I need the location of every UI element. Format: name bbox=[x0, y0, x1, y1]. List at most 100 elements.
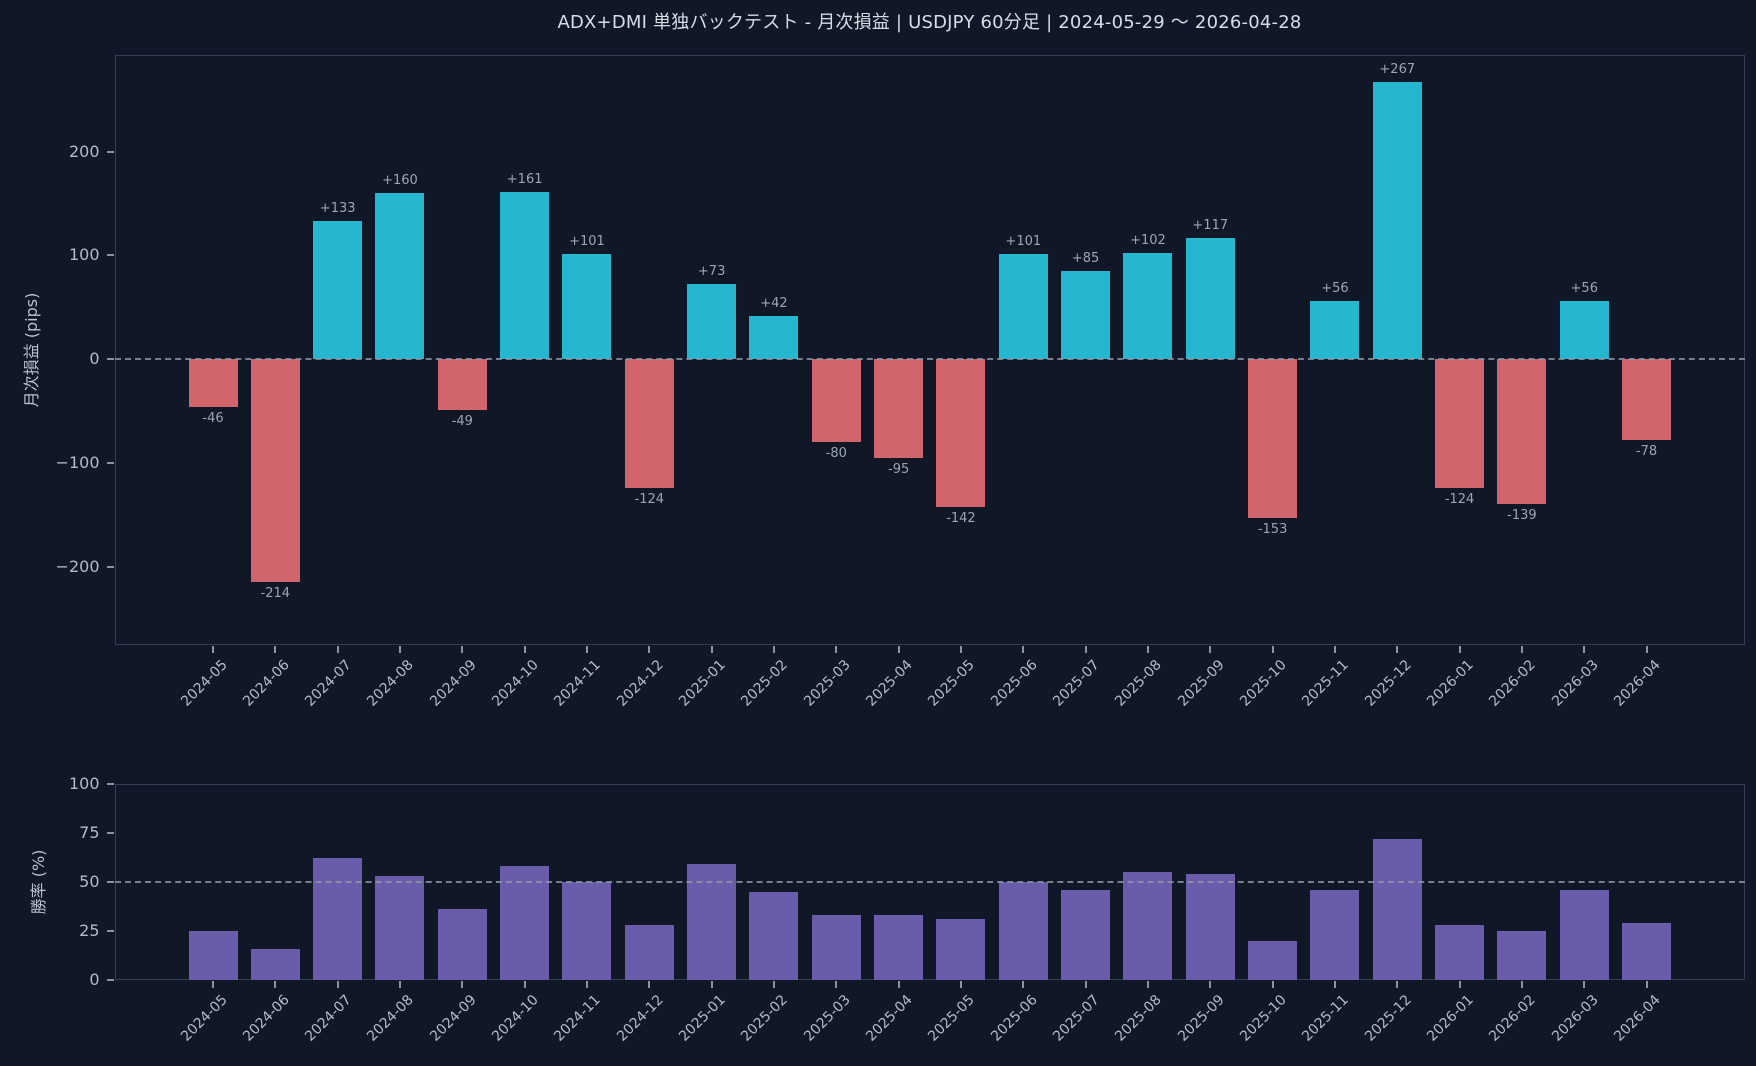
monthly-pl-bar-2025-02 bbox=[749, 315, 799, 360]
monthly-pl-bar-label-2025-12: +267 bbox=[1379, 62, 1416, 77]
winrate-x-tick bbox=[523, 981, 526, 988]
winrate-x-tick bbox=[398, 981, 401, 988]
monthly-pl-bar-label-2025-09: +117 bbox=[1192, 217, 1229, 233]
winrate-x-tick-label-text: 2025-05 bbox=[925, 992, 979, 1045]
winrate-bar-2025-12 bbox=[1372, 838, 1422, 980]
monthly-pl-bar-2025-12 bbox=[1372, 82, 1422, 360]
monthly-pl-x-tick bbox=[897, 646, 900, 653]
monthly-pl-x-tick-label-text: 2025-09 bbox=[1174, 657, 1228, 710]
winrate-x-tick-label-text: 2025-03 bbox=[800, 992, 854, 1045]
winrate-bar-2025-11 bbox=[1310, 889, 1360, 980]
winrate-x-tick-label-text: 2025-07 bbox=[1050, 992, 1103, 1045]
monthly-pl-y-tick bbox=[106, 254, 114, 257]
winrate-bar-2024-08 bbox=[375, 876, 425, 980]
winrate-x-tick bbox=[274, 981, 277, 988]
winrate-x-tick-label-text: 2025-09 bbox=[1174, 992, 1228, 1045]
monthly-pl-bar-2025-10 bbox=[1248, 359, 1298, 519]
winrate-bar-2025-04 bbox=[874, 915, 924, 980]
winrate-x-tick bbox=[959, 981, 962, 988]
monthly-pl-x-tick-label-text: 2025-08 bbox=[1112, 657, 1166, 710]
winrate-bar-2026-03 bbox=[1559, 889, 1609, 980]
winrate-x-tick-label-text: 2024-11 bbox=[551, 992, 605, 1045]
monthly-pl-bar-2026-04 bbox=[1622, 359, 1672, 441]
monthly-pl-x-tick-label-text: 2026-02 bbox=[1486, 657, 1540, 710]
winrate-y-tick bbox=[106, 979, 114, 981]
monthly-pl-bar-2025-07 bbox=[1061, 271, 1111, 360]
monthly-pl-bar-2025-04 bbox=[874, 359, 924, 459]
winrate-y-tick bbox=[106, 930, 114, 932]
winrate-bar-2024-09 bbox=[437, 909, 487, 980]
winrate-bar-2024-07 bbox=[313, 858, 363, 980]
winrate-x-tick bbox=[772, 981, 775, 988]
winrate-x-tick bbox=[336, 981, 339, 988]
winrate-bar-2024-12 bbox=[624, 925, 674, 980]
winrate-x-tick bbox=[212, 981, 214, 988]
monthly-pl-bar-label-2025-07: +85 bbox=[1071, 251, 1100, 267]
winrate-x-tick bbox=[710, 981, 713, 988]
monthly-pl-y-tick-label: 200 bbox=[68, 141, 100, 161]
monthly-pl-bar-label-2024-12: -124 bbox=[634, 492, 665, 508]
monthly-pl-x-tick bbox=[1520, 646, 1523, 653]
winrate-bar-2026-01 bbox=[1435, 925, 1485, 980]
monthly-pl-x-tick bbox=[1146, 646, 1149, 653]
monthly-pl-x-tick-label-text: 2024-08 bbox=[364, 657, 418, 710]
monthly-pl-x-tick bbox=[274, 646, 277, 653]
monthly-pl-bar-label-2025-05: -142 bbox=[946, 510, 976, 526]
monthly-pl-bar-2026-02 bbox=[1497, 359, 1547, 504]
monthly-pl-x-tick bbox=[1084, 646, 1087, 653]
winrate-x-tick bbox=[1583, 981, 1586, 988]
monthly-pl-bar-label-2025-11: +56 bbox=[1321, 281, 1349, 297]
winrate-x-tick-label-text: 2025-10 bbox=[1237, 992, 1290, 1045]
monthly-pl-bar-label-2025-01: +73 bbox=[697, 263, 726, 279]
monthly-pl-x-tick-label-text: 2025-12 bbox=[1361, 657, 1415, 710]
monthly-pl-x-tick-label-text: 2024-10 bbox=[489, 657, 542, 710]
monthly-pl-bar-2024-12 bbox=[624, 359, 674, 489]
monthly-pl-x-tick bbox=[1458, 646, 1461, 653]
monthly-pl-bar-2025-08 bbox=[1123, 253, 1173, 360]
monthly-pl-bar-2024-05 bbox=[188, 359, 238, 408]
winrate-y-tick-label: 0 bbox=[89, 970, 100, 989]
monthly-pl-x-tick bbox=[1271, 646, 1274, 653]
monthly-pl-x-tick-label-text: 2026-03 bbox=[1548, 657, 1602, 710]
winrate-y-tick bbox=[106, 881, 114, 883]
monthly-pl-x-tick bbox=[648, 646, 651, 653]
winrate-x-tick bbox=[648, 981, 651, 988]
winrate-x-tick-label-text: 2024-09 bbox=[426, 992, 480, 1045]
monthly-pl-bar-2025-09 bbox=[1185, 237, 1235, 360]
winrate-x-tick bbox=[461, 981, 464, 988]
monthly-pl-bar-label-2026-03: +56 bbox=[1570, 281, 1598, 297]
monthly-pl-bar-label-2024-10: +161 bbox=[506, 172, 543, 188]
monthly-pl-x-tick bbox=[1645, 646, 1648, 653]
winrate-x-tick-label-text: 2025-02 bbox=[738, 992, 792, 1045]
monthly-pl-x-tick bbox=[1209, 646, 1212, 653]
monthly-pl-bar-2025-03 bbox=[811, 359, 861, 443]
winrate-y-tick-label: 100 bbox=[68, 774, 100, 793]
monthly-pl-x-tick bbox=[1022, 646, 1025, 653]
monthly-pl-bar-label-2024-11: +101 bbox=[569, 234, 605, 250]
monthly-pl-bar-2025-06 bbox=[998, 254, 1048, 360]
monthly-pl-bar-label-2024-06: -214 bbox=[260, 585, 291, 601]
figure-title: ADX+DMI 単独バックテスト - 月次損益 | USDJPY 60分足 | … bbox=[557, 12, 1302, 33]
monthly-pl-x-tick-label-text: 2024-12 bbox=[613, 657, 667, 710]
monthly-pl-x-tick-label-text: 2024-07 bbox=[302, 657, 355, 710]
monthly-pl-x-tick-label-text: 2025-06 bbox=[987, 657, 1041, 710]
winrate-x-tick bbox=[1084, 981, 1087, 988]
monthly-pl-x-tick bbox=[336, 646, 339, 653]
winrate-x-tick-label-text: 2025-04 bbox=[863, 992, 916, 1045]
winrate-x-tick-label-text: 2025-06 bbox=[987, 992, 1041, 1045]
winrate-bar-2026-02 bbox=[1497, 931, 1547, 980]
monthly-pl-x-tick-label-text: 2024-09 bbox=[426, 657, 480, 710]
winrate-x-tick-label-text: 2025-11 bbox=[1299, 992, 1353, 1045]
monthly-pl-bar-label-2026-02: -139 bbox=[1507, 507, 1537, 523]
monthly-pl-x-tick bbox=[212, 646, 214, 653]
monthly-pl-x-tick bbox=[835, 646, 838, 653]
monthly-pl-x-tick-label-text: 2025-03 bbox=[800, 657, 854, 710]
monthly-pl-bar-2024-10 bbox=[500, 192, 550, 360]
monthly-pl-y-tick bbox=[106, 566, 114, 569]
monthly-pl-bar-2024-06 bbox=[250, 359, 300, 582]
winrate-bar-2024-11 bbox=[562, 882, 612, 980]
winrate-x-tick-label-text: 2024-10 bbox=[489, 992, 542, 1045]
monthly-pl-x-tick-label-text: 2025-07 bbox=[1050, 657, 1103, 710]
monthly-pl-bar-label-2026-01: -124 bbox=[1444, 492, 1475, 508]
